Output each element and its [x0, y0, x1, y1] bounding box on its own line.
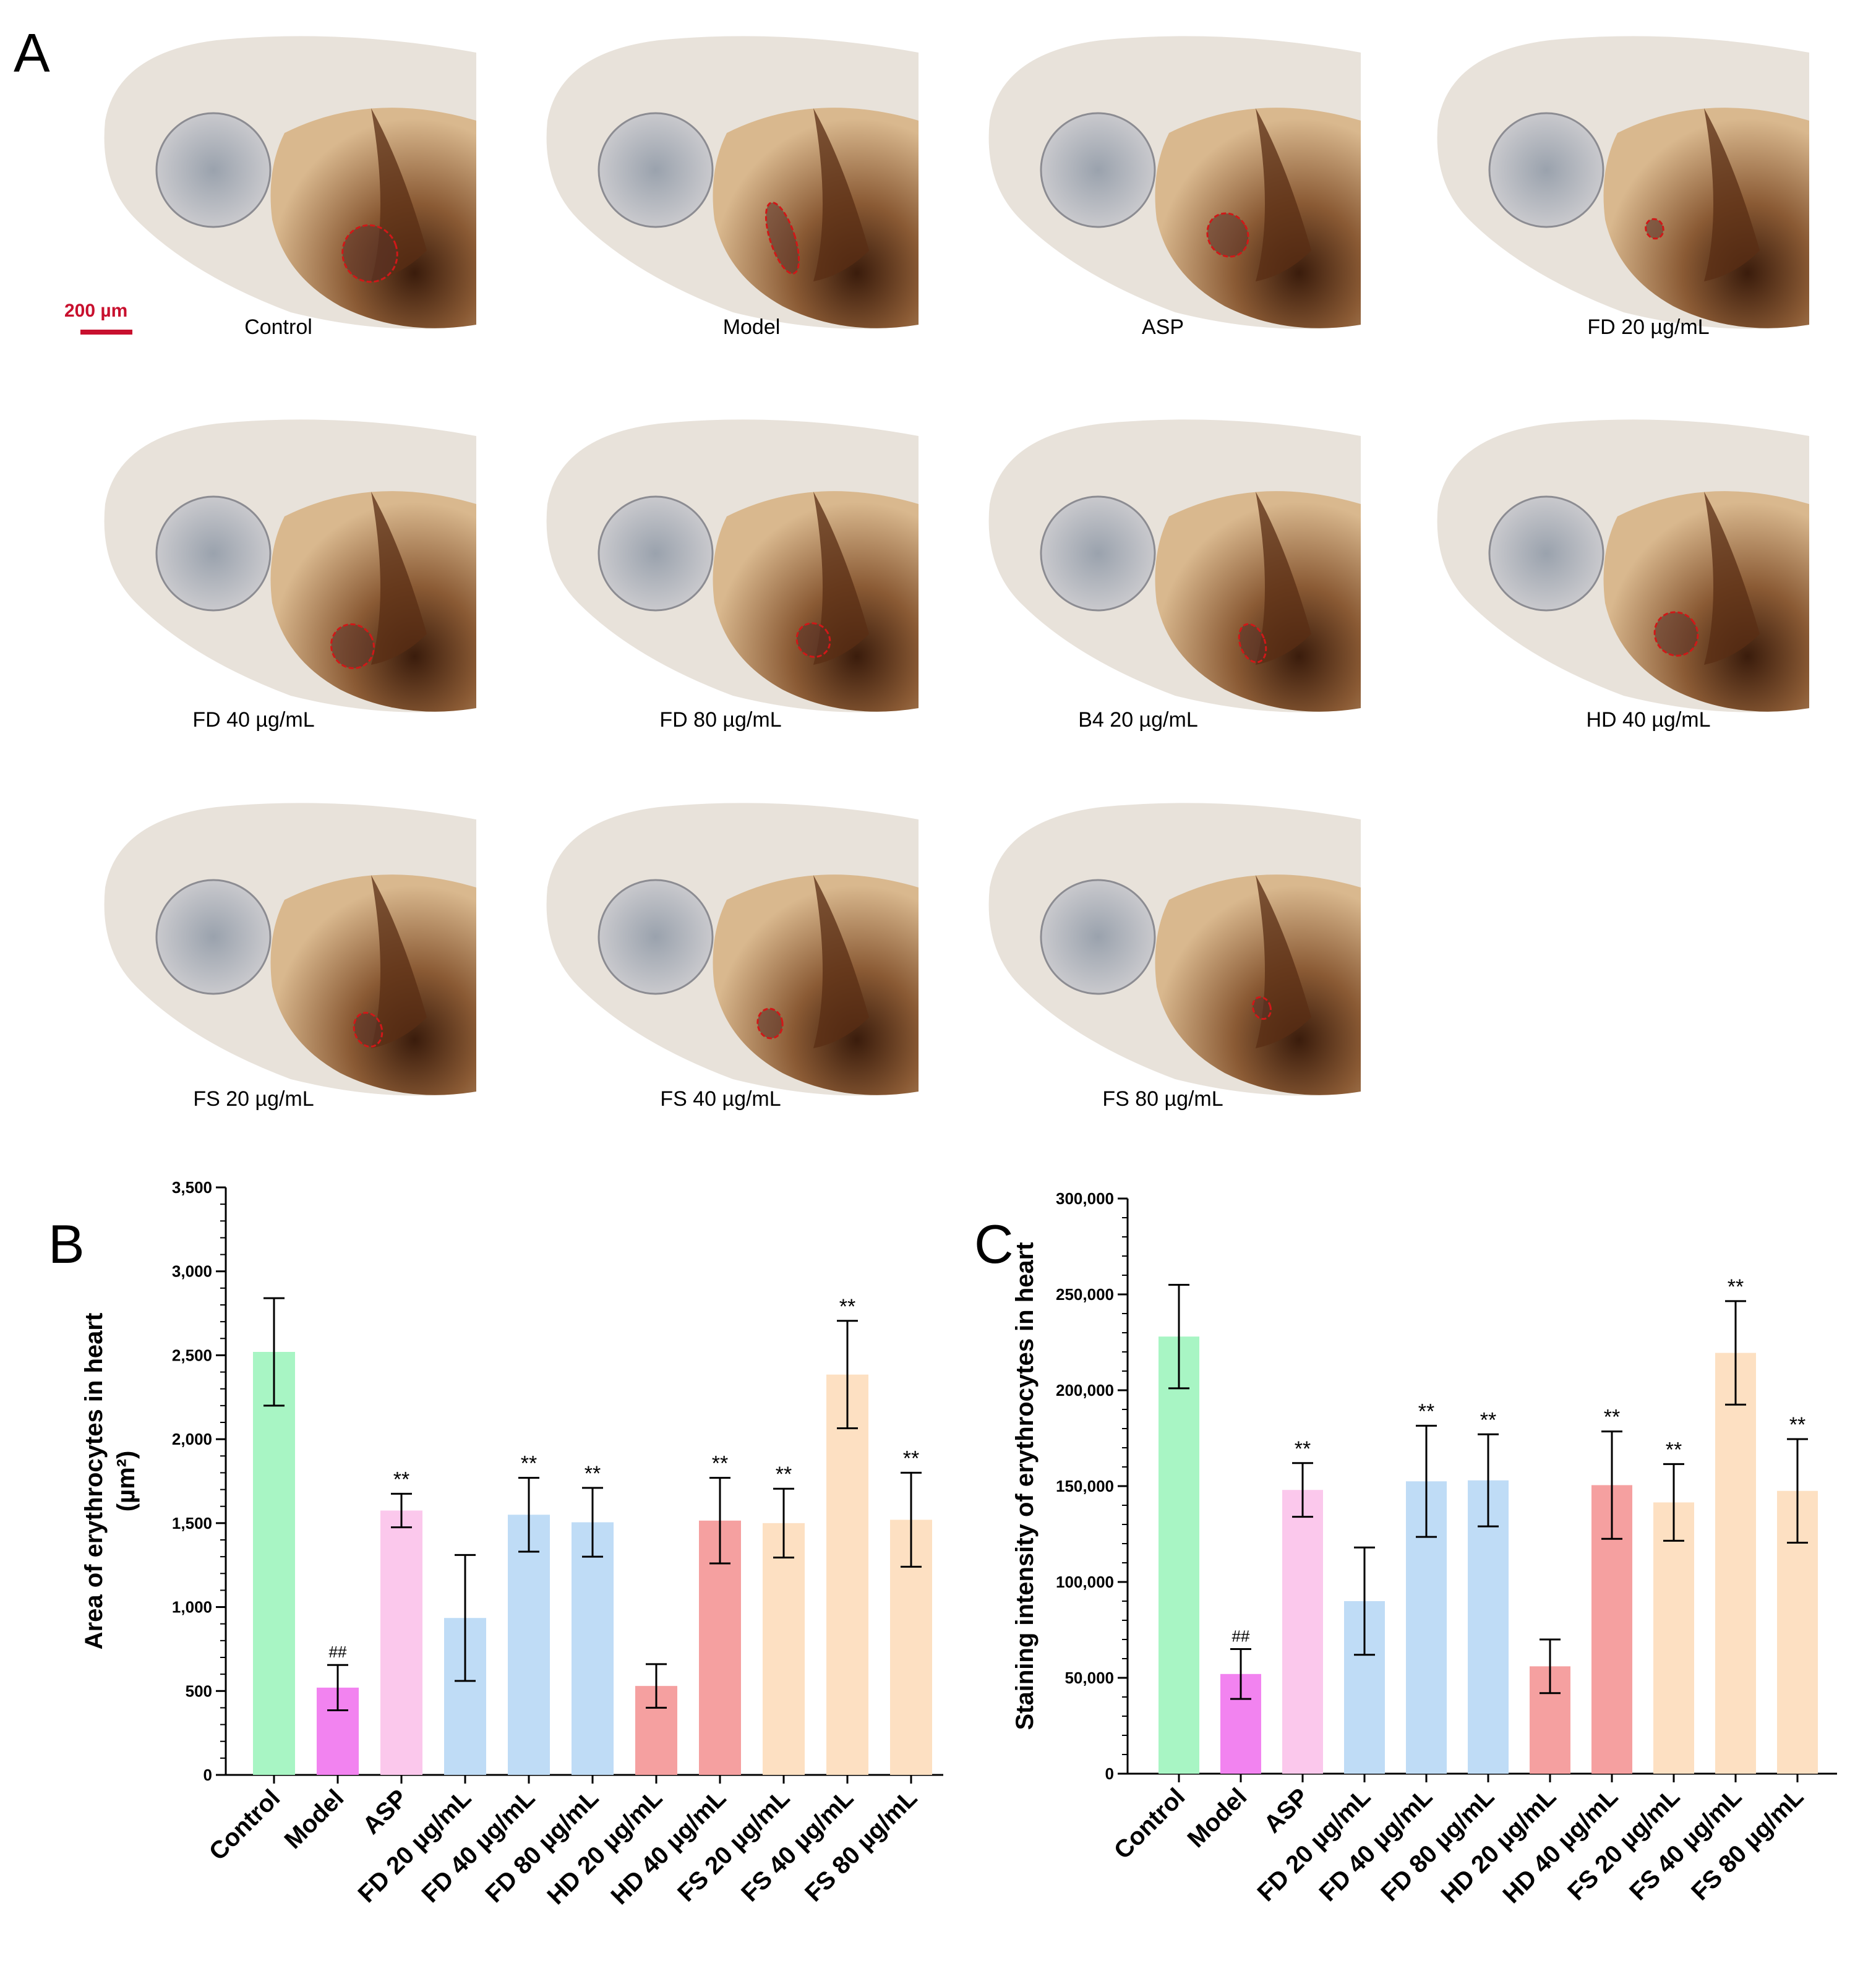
zebrafish-micrograph [965, 782, 1361, 1104]
y-axis-label: (µm²) [113, 1451, 140, 1512]
bar [1468, 1480, 1509, 1774]
significance-marker: ** [1728, 1275, 1744, 1299]
bar [826, 1374, 868, 1775]
y-tick-label: 3,000 [172, 1262, 212, 1281]
x-tick-label: ASP [1259, 1783, 1314, 1838]
significance-marker: ** [903, 1447, 919, 1470]
significance-marker: ** [393, 1468, 409, 1491]
significance-marker: ** [585, 1462, 601, 1485]
x-tick-label: FS 40 µg/mL [736, 1784, 859, 1907]
x-tick-label: Model [280, 1784, 349, 1854]
micrograph-label: FD 80 µg/mL [659, 708, 782, 732]
heart-outline [1645, 218, 1664, 240]
significance-marker: ** [1604, 1406, 1620, 1429]
bar [572, 1522, 614, 1775]
y-tick-label: 2,000 [172, 1430, 212, 1448]
significance-marker: ** [521, 1452, 537, 1476]
panel-c-letter: C [974, 1213, 1014, 1275]
x-tick-label: ASP [358, 1784, 413, 1839]
significance-marker: ** [1789, 1413, 1805, 1437]
zebrafish-micrograph [523, 399, 919, 720]
y-tick-label: 1,500 [172, 1514, 212, 1532]
zebrafish-micrograph [965, 15, 1361, 337]
bar [380, 1510, 422, 1775]
zebrafish-micrograph [965, 399, 1361, 720]
heart-outline [353, 1012, 383, 1048]
y-tick-label: 0 [203, 1766, 212, 1784]
significance-marker: ** [1666, 1438, 1682, 1461]
zebrafish-micrograph [523, 782, 919, 1104]
zebrafish-micrograph [80, 782, 476, 1104]
x-tick-label: FD 20 µg/mL [353, 1784, 477, 1908]
micrograph-label: HD 40 µg/mL [1586, 708, 1711, 732]
micrograph-label: ASP [1141, 315, 1184, 339]
heart-outline [1251, 996, 1272, 1020]
y-tick-label: 300,000 [1056, 1189, 1114, 1208]
zebrafish-micrograph [1413, 15, 1809, 337]
zebrafish-micrograph [80, 15, 476, 337]
bar [763, 1523, 805, 1775]
y-tick-label: 50,000 [1064, 1669, 1114, 1687]
heart-outline [1653, 611, 1699, 657]
x-tick-label: FS 20 µg/mL [672, 1784, 795, 1907]
significance-marker: ** [712, 1452, 728, 1476]
micrograph-label: FS 40 µg/mL [660, 1087, 781, 1111]
heart-outline [341, 224, 398, 283]
micrograph-label: B4 20 µg/mL [1078, 708, 1198, 732]
heart-outline [1238, 623, 1267, 664]
y-tick-label: 3,500 [172, 1178, 212, 1197]
significance-marker: ## [1232, 1627, 1250, 1646]
significance-marker: ** [776, 1463, 792, 1486]
y-tick-label: 100,000 [1056, 1573, 1114, 1591]
significance-marker: ** [1295, 1437, 1311, 1461]
bar [1715, 1353, 1756, 1774]
y-axis-label: Staining intensity of erythrocytes in he… [1011, 1242, 1039, 1730]
micrograph-label: FD 40 µg/mL [192, 708, 315, 732]
y-tick-label: 1,000 [172, 1598, 212, 1617]
heart-outline [756, 1007, 784, 1040]
x-tick-label: FD 40 µg/mL [417, 1784, 541, 1908]
significance-marker: ** [1480, 1408, 1496, 1432]
zebrafish-micrograph [1413, 399, 1809, 720]
y-tick-label: 500 [186, 1682, 212, 1700]
x-tick-label: Control [1109, 1783, 1191, 1865]
heart-outline [765, 202, 800, 275]
scale-bar-label: 200 µm [64, 301, 128, 321]
micrograph-label: FD 20 µg/mL [1587, 315, 1710, 339]
y-tick-label: 200,000 [1056, 1381, 1114, 1400]
y-tick-label: 150,000 [1056, 1477, 1114, 1495]
x-tick-label: Model [1183, 1783, 1253, 1853]
heart-outline [1206, 212, 1249, 258]
micrograph-label: Model [722, 315, 781, 339]
bar [508, 1515, 550, 1775]
y-tick-label: 0 [1105, 1764, 1114, 1783]
bar [1653, 1502, 1694, 1774]
bar [253, 1352, 295, 1775]
micrograph-label: FS 80 µg/mL [1102, 1087, 1223, 1111]
chart-c-staining-intensity: 0 50,000 100,000 150,000 200,000 250,000 300,0… [1011, 1189, 1837, 1908]
significance-marker: ** [839, 1295, 855, 1319]
zebrafish-micrograph [80, 399, 476, 720]
panel-a-letter: A [14, 22, 50, 83]
panel-b-letter: B [48, 1213, 85, 1275]
significance-marker: ** [1418, 1400, 1434, 1423]
zebrafish-micrograph [523, 15, 919, 337]
significance-marker: ## [329, 1643, 347, 1661]
y-axis-label: Area of erythrocytes in heart [80, 1313, 108, 1650]
scale-bar [80, 330, 132, 335]
micrograph-label: Control [244, 315, 312, 339]
x-tick-label: FS 80 µg/mL [800, 1784, 922, 1907]
heart-outline [795, 622, 831, 658]
heart-outline [330, 623, 375, 670]
y-tick-label: 250,000 [1056, 1285, 1114, 1304]
micrograph-label: FS 20 µg/mL [193, 1087, 314, 1111]
chart-b-erythrocyte-area: 0 500 1,000 1,500 2,000 2,500 3,000 3,500 Area o… [80, 1178, 943, 1910]
x-tick-label: FD 80 µg/mL [481, 1784, 604, 1908]
x-tick-label: Control [204, 1784, 286, 1866]
bar [1159, 1336, 1199, 1774]
bar [1282, 1490, 1323, 1774]
y-tick-label: 2,500 [172, 1346, 212, 1364]
